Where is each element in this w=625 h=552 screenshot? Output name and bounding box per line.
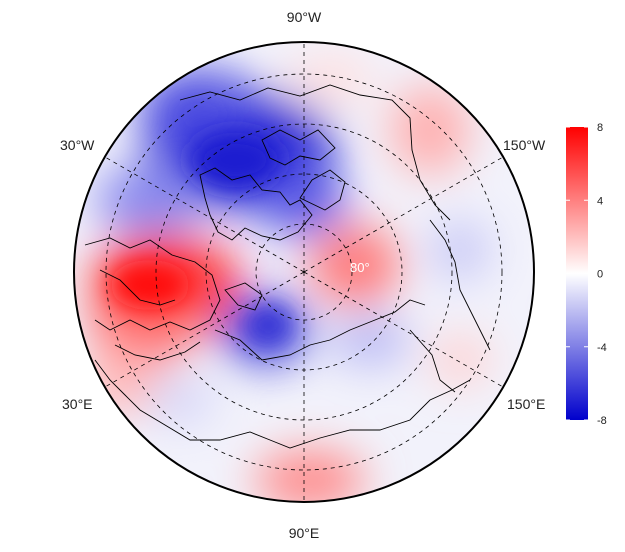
- lon-label-upper-left: 30°W: [60, 137, 95, 153]
- graticule: [104, 42, 504, 502]
- colorbar-tick-label: -8: [597, 415, 607, 427]
- lon-label-upper-right: 150°W: [503, 137, 546, 153]
- latitude-label: 80°: [350, 260, 370, 275]
- lon-label-top: 90°W: [287, 9, 322, 25]
- lon-label-lower-left: 30°E: [62, 396, 93, 412]
- colorbar-tick-label: 8: [597, 122, 603, 134]
- colorbar: 8 4 0 -4 -8: [566, 122, 607, 427]
- colorbar-tick-label: -4: [597, 342, 607, 354]
- lon-label-lower-right: 150°E: [507, 396, 545, 412]
- colorbar-tick-label: 0: [597, 269, 603, 281]
- colorbar-gradient: [566, 127, 588, 420]
- map-border: [73, 41, 535, 503]
- map-disc: [74, 42, 534, 502]
- colorbar-ticks: 8 4 0 -4 -8: [566, 122, 607, 427]
- coastlines: [84, 84, 491, 449]
- colorbar-tick-label: 4: [597, 195, 603, 207]
- lon-label-bottom: 90°E: [289, 525, 320, 541]
